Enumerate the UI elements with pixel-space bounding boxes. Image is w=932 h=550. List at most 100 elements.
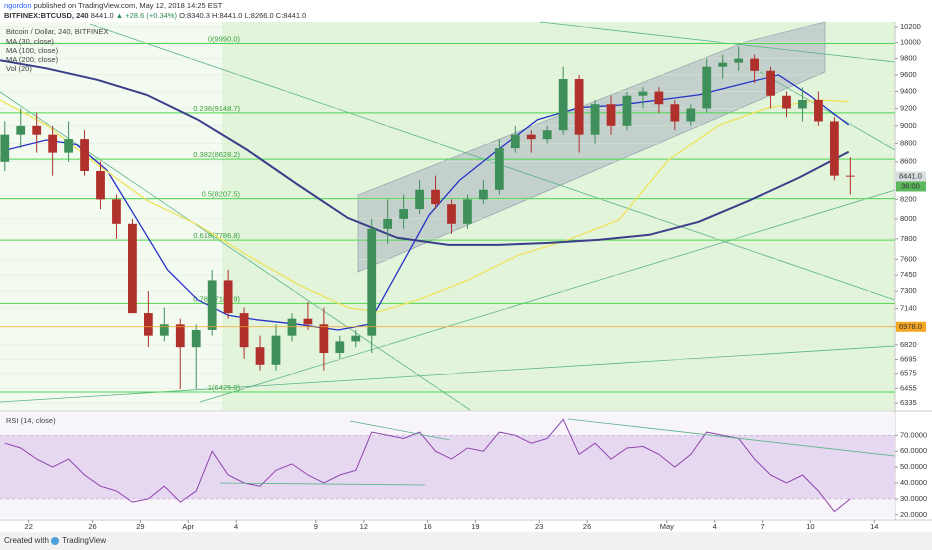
candle-body (80, 139, 89, 171)
rsi-band (0, 435, 895, 499)
y-tick-label: 10200 (900, 22, 921, 31)
price-label: 6978.0 (899, 322, 922, 331)
fib-label: 0(9990.0) (208, 34, 241, 43)
y-tick-label: 6695 (900, 354, 917, 363)
fib-label: 1(6425.0) (208, 383, 241, 392)
candle-body (335, 341, 345, 354)
candle-body (143, 313, 153, 336)
rsi-line (4, 418, 851, 513)
candle-body (175, 324, 185, 348)
trend-line (89, 23, 896, 301)
candle-body (510, 134, 520, 149)
candle-body (112, 199, 121, 224)
trend-line (759, 71, 896, 151)
author[interactable]: ngordon (4, 1, 32, 10)
candle-body (399, 209, 409, 219)
candle-body (654, 91, 664, 105)
ma-line (0, 59, 850, 246)
candle-body (447, 204, 456, 224)
y-tick-label: 10000 (900, 38, 921, 47)
symbol: BITFINEX:BTCUSD, 240 (4, 11, 89, 20)
rsi-label: RSI (14, close) (6, 416, 56, 425)
candle-body (479, 189, 488, 200)
trend-line (199, 189, 896, 403)
candle-body (367, 228, 377, 336)
chart-title: Bitcoin / Dollar, 240, BITFINEX (6, 27, 109, 36)
y-tick-label: 7300 (900, 286, 917, 295)
legend-entry: MA (200, close) (6, 55, 59, 64)
y-tick-label: 6820 (900, 340, 917, 349)
y-tick-label: 8200 (900, 194, 917, 203)
y-tick-label: 9400 (900, 86, 917, 95)
rsi-tick-label: 60.0000 (900, 446, 927, 455)
candle-body (96, 170, 105, 200)
y-tick-label: 7800 (900, 234, 917, 243)
footer-brand[interactable]: TradingView (62, 536, 106, 545)
y-tick-label: 6455 (900, 383, 917, 392)
ma-line (6, 74, 850, 331)
y-tick-label: 9600 (900, 70, 917, 79)
price-label: 8441.0 (899, 171, 922, 180)
x-tick-label: 26 (88, 522, 96, 531)
y-tick-label: 8800 (900, 139, 917, 148)
candle-body (271, 335, 281, 365)
y-tick-label: 8600 (900, 157, 917, 166)
y-tick-label: 9200 (900, 103, 917, 112)
rsi-tick-label: 70.0000 (900, 430, 927, 439)
candle-body (431, 189, 440, 205)
rsi-trend-line (219, 482, 426, 486)
x-tick-label: 9 (314, 522, 318, 531)
x-tick-label: 10 (806, 522, 814, 531)
candle-body (766, 70, 775, 96)
ohlc: O:8340.3 H:8441.0 L:8266.0 C:8441.0 (179, 11, 306, 20)
x-tick-label: 4 (234, 522, 238, 531)
x-tick-label: 12 (360, 522, 368, 531)
candle-body (128, 223, 137, 314)
last-price: 8441.0 (91, 11, 114, 20)
y-tick-label: 6335 (900, 398, 917, 407)
volume-label: Vol (20) (6, 64, 32, 73)
footer-bar (0, 532, 932, 550)
fib-label: 0.5(8207.5) (202, 190, 241, 199)
candle-body (494, 148, 504, 190)
rsi-tick-label: 40.0000 (900, 478, 927, 487)
candle-body (383, 218, 393, 229)
candle-body (351, 335, 361, 342)
rsi-tick-label: 50.0000 (900, 462, 927, 471)
price-label-box (896, 321, 926, 332)
candle-body (303, 318, 313, 325)
candle-body (0, 134, 10, 162)
x-tick-label: 26 (583, 522, 591, 531)
rsi-trend-line (349, 420, 451, 441)
x-tick-label: 14 (870, 522, 878, 531)
candle-body (670, 104, 680, 122)
y-tick-label: 7450 (900, 270, 917, 279)
candle-body (638, 91, 648, 96)
y-tick-label: 6575 (900, 369, 917, 378)
x-tick-label: 22 (25, 522, 33, 531)
candle-body (287, 318, 297, 336)
candle-body (415, 189, 424, 210)
x-tick-label: 16 (423, 522, 431, 531)
candle-body (159, 324, 169, 336)
candle-body (16, 125, 26, 135)
x-tick-label: May (660, 522, 674, 531)
rsi-tick-label: 20.0000 (900, 510, 927, 519)
candle-body (574, 79, 584, 135)
x-tick-label: 23 (535, 522, 543, 531)
candle-body (223, 280, 233, 314)
candle-body (207, 280, 217, 330)
candle-body (463, 199, 472, 224)
candle-body (64, 139, 73, 153)
x-tick-label: 4 (713, 522, 717, 531)
candle-body (622, 95, 632, 126)
candle-body (319, 324, 329, 354)
candle-body (845, 175, 855, 177)
candle-body (829, 121, 839, 176)
ma-line (0, 99, 849, 313)
candle-body (558, 79, 568, 131)
candle-body (814, 99, 823, 122)
x-tick-label: 19 (471, 522, 479, 531)
legend-entry: MA (30, close) (6, 37, 54, 46)
